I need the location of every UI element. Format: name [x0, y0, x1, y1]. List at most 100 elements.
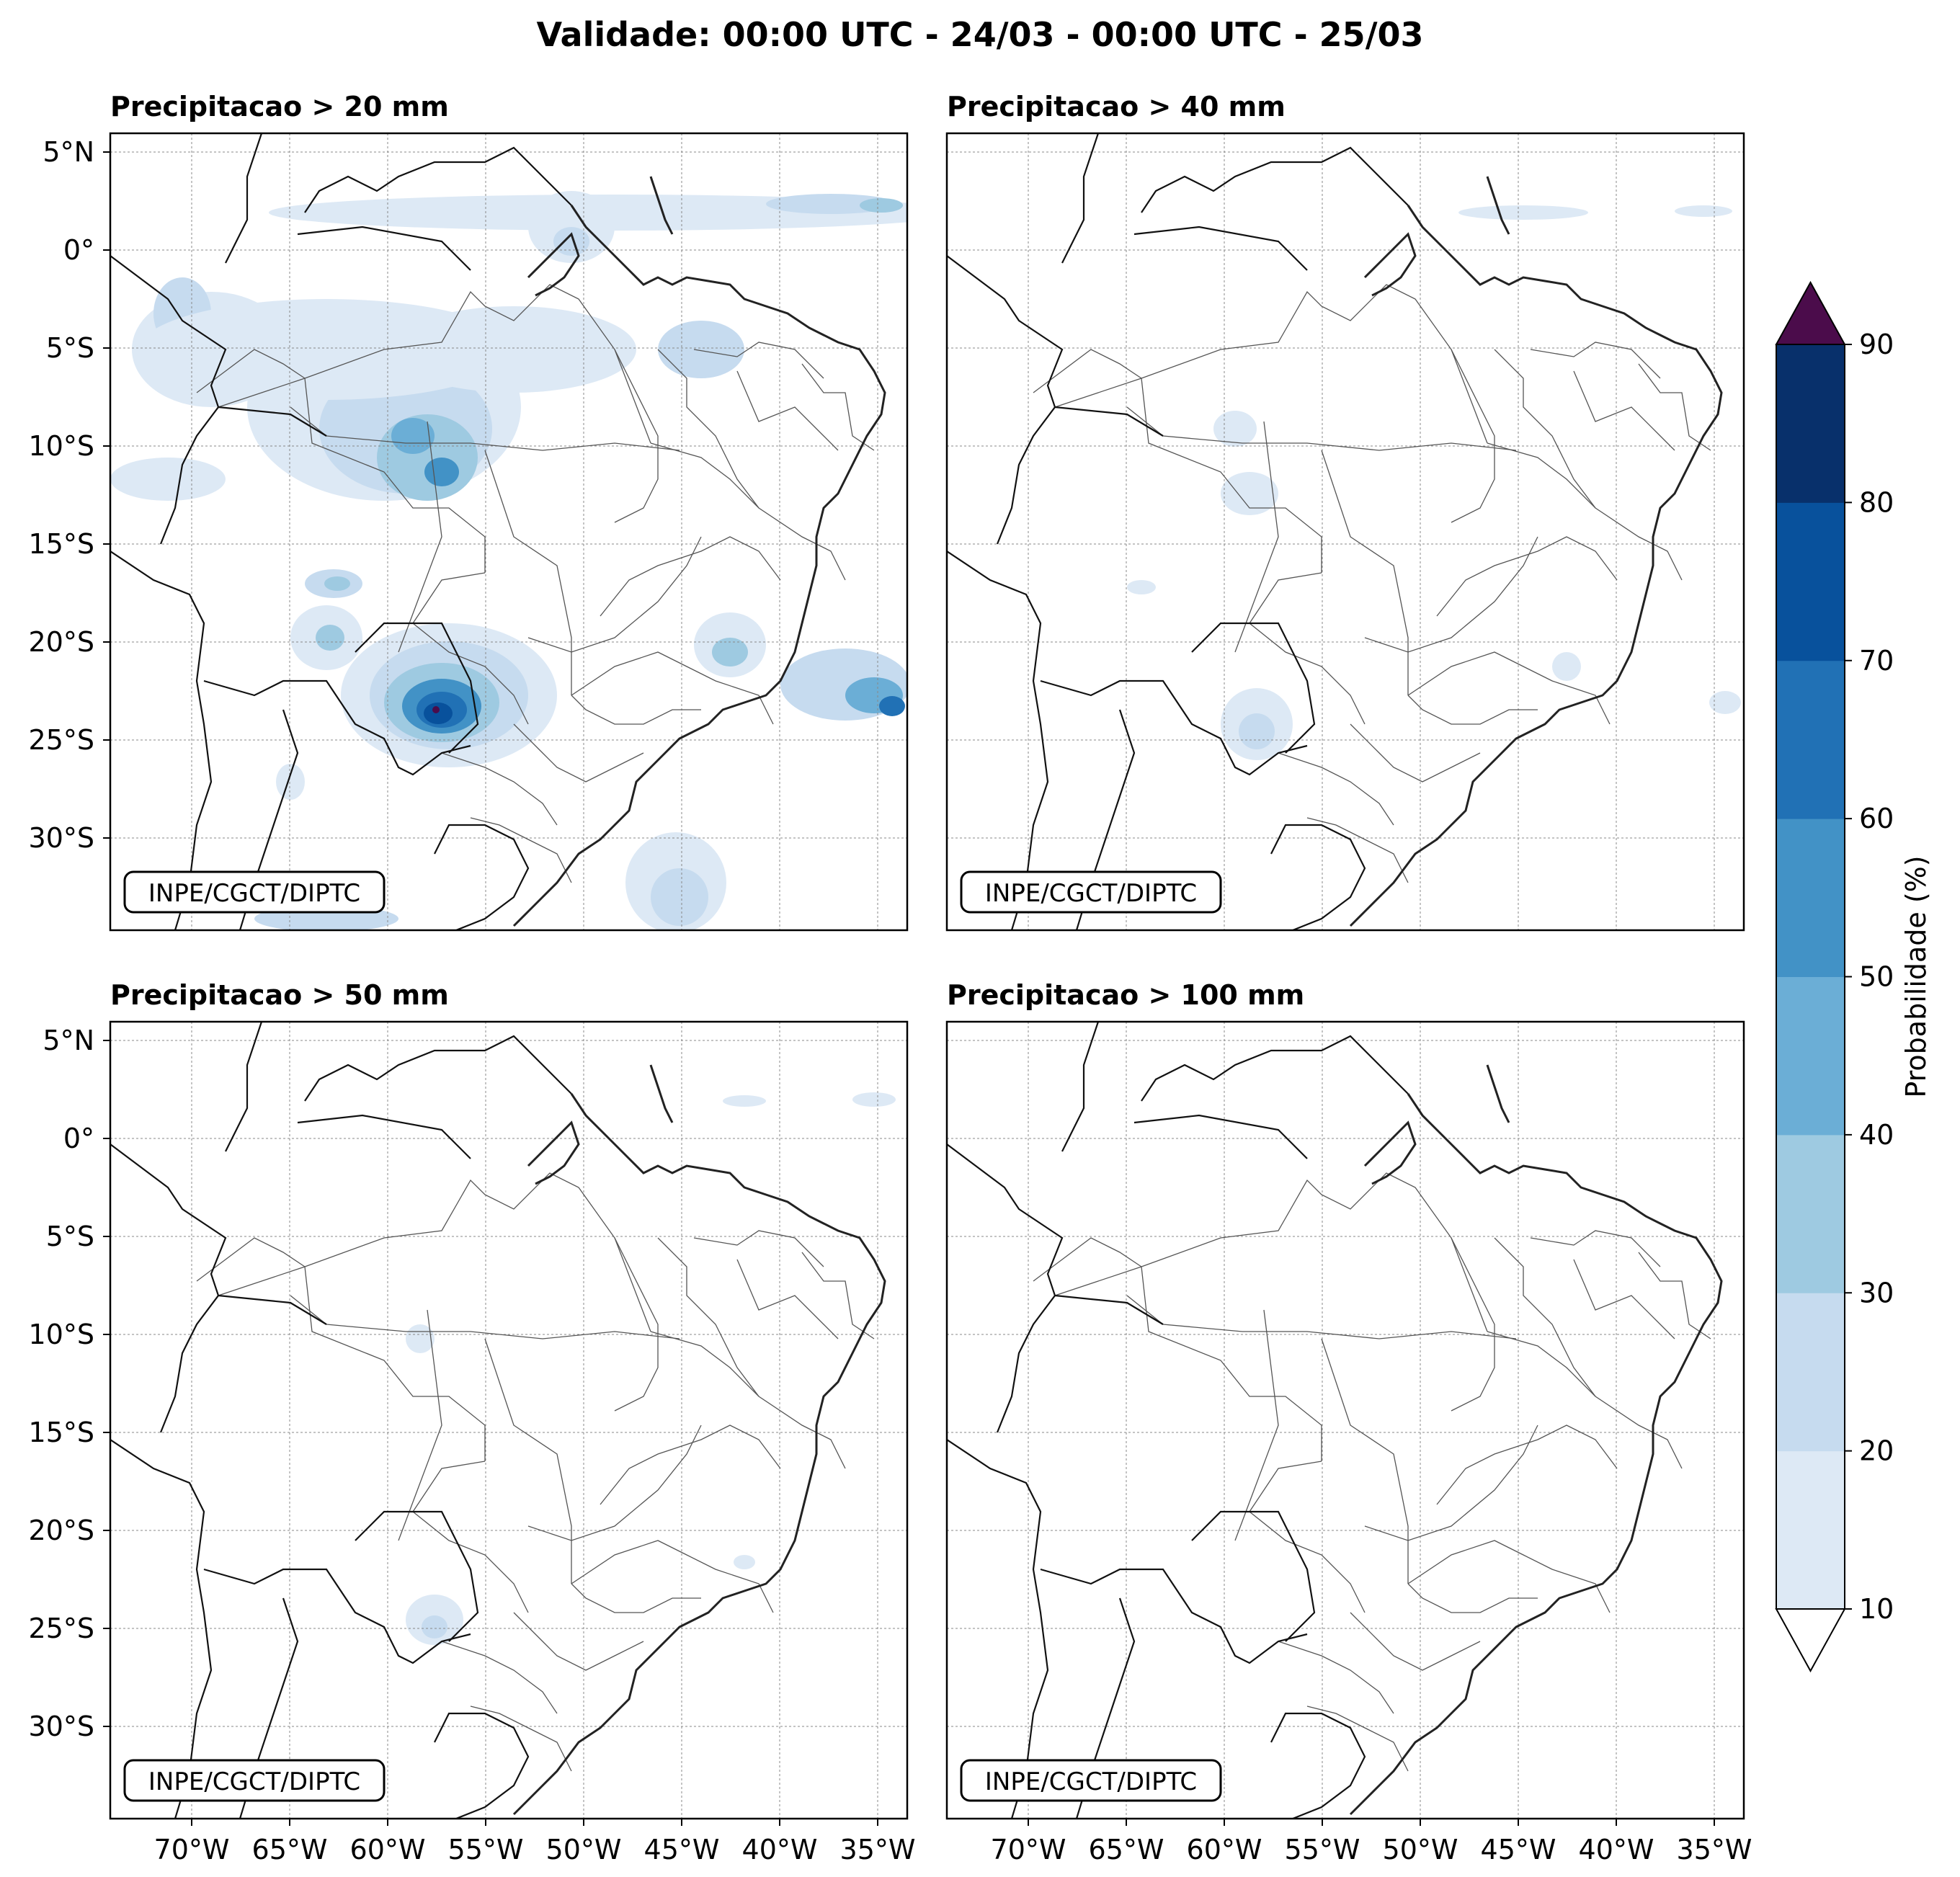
credit-label: INPE/CGCT/DIPTC	[148, 879, 360, 908]
lon-label: 40°W	[742, 1834, 818, 1865]
probability-shading	[553, 227, 589, 256]
lon-label: 60°W	[350, 1834, 426, 1865]
map-panel: Precipitacao > 20 mm	[29, 91, 909, 932]
credit-frame	[123, 1759, 386, 1802]
lon-label: 45°W	[644, 1834, 720, 1865]
probability-shading	[734, 1555, 755, 1569]
colorbar-under-arrow	[1775, 1608, 1846, 1673]
map-area	[110, 133, 907, 930]
lon-label: 70°W	[154, 1834, 230, 1865]
lon-label: 70°W	[991, 1834, 1066, 1865]
probability-shading	[651, 868, 708, 926]
lat-label: 15°S	[29, 1417, 94, 1448]
lat-label: 30°S	[29, 822, 94, 854]
colorbar-tick-label: 20	[1859, 1435, 1894, 1467]
country-borders	[110, 1022, 572, 1819]
credit-frame	[960, 870, 1222, 914]
probability-shading	[1458, 205, 1588, 220]
lat-label: 10°S	[29, 1319, 94, 1350]
map-panel: Precipitacao > 50 mm	[29, 979, 916, 1865]
panel-title: Precipitacao > 40 mm	[947, 91, 1286, 122]
country-borders	[947, 133, 1409, 930]
probability-shading	[852, 1092, 896, 1107]
colorbar-segment	[1776, 1134, 1845, 1293]
figure-title: Validade: 00:00 UTC - 24/03 - 00:00 UTC …	[536, 15, 1423, 54]
lat-label: 25°S	[29, 1613, 94, 1644]
probability-shading	[658, 321, 744, 378]
probability-shading	[276, 764, 305, 800]
probability-shading	[1552, 652, 1581, 681]
lat-label: 0°	[63, 1123, 94, 1154]
colorbar-segment	[1776, 502, 1845, 661]
colorbar-segment	[1776, 976, 1845, 1136]
probability-shading	[1221, 472, 1278, 515]
coastline	[1349, 176, 1723, 927]
probability-shading	[391, 306, 636, 393]
lon-label: 35°W	[1677, 1834, 1752, 1865]
probability-shading	[324, 576, 350, 591]
credit-frame	[123, 870, 386, 914]
probability-shading	[391, 418, 435, 454]
lat-label: 20°S	[29, 1515, 94, 1546]
lon-label: 60°W	[1187, 1834, 1262, 1865]
lon-label: 45°W	[1481, 1834, 1556, 1865]
lat-label: 15°S	[29, 528, 94, 560]
colorbar-segment	[1776, 660, 1845, 819]
colorbar: 10 20 30 40 50 60 70 80 90 Probabilidade (%)	[1775, 280, 1932, 1673]
credit-label: INPE/CGCT/DIPTC	[148, 1767, 360, 1796]
lat-label: 5°S	[46, 1221, 94, 1252]
lat-label: 20°S	[29, 626, 94, 658]
credit-box: INPE/CGCT/DIPTC	[960, 1759, 1222, 1802]
lat-label: 0°	[63, 234, 94, 266]
lat-label: 5°S	[46, 332, 94, 364]
colorbar-segment	[1776, 1293, 1845, 1452]
lon-label: 50°W	[546, 1834, 622, 1865]
panel-frame	[945, 132, 1745, 932]
brazil-state-borders	[1033, 284, 1711, 883]
country-borders	[947, 1022, 1409, 1819]
colorbar-tick-label: 60	[1859, 803, 1894, 834]
probability-shading	[424, 703, 453, 724]
lon-label: 55°W	[448, 1834, 524, 1865]
colorbar-tick-label: 40	[1859, 1119, 1894, 1151]
map-basemap	[947, 1022, 1723, 1819]
probability-shading	[1239, 713, 1275, 749]
colorbar-over-arrow	[1775, 280, 1846, 345]
probability-shading	[1709, 691, 1741, 714]
credit-box: INPE/CGCT/DIPTC	[123, 1759, 386, 1802]
lat-label: 5°N	[43, 1025, 94, 1056]
probability-shading	[1127, 580, 1156, 594]
lon-label: 55°W	[1285, 1834, 1360, 1865]
credit-label: INPE/CGCT/DIPTC	[985, 879, 1197, 908]
probability-shading	[1675, 205, 1732, 217]
panel-frame	[109, 1020, 909, 1820]
country-borders	[110, 133, 572, 930]
lon-label: 65°W	[1089, 1834, 1164, 1865]
probability-shading	[110, 458, 226, 501]
colorbar-label: Probabilidade (%)	[1900, 855, 1932, 1097]
probability-shading	[723, 1095, 766, 1107]
probability-shading	[422, 1615, 447, 1639]
map-basemap	[110, 1022, 886, 1819]
probability-shading	[712, 638, 748, 666]
credit-frame	[960, 1759, 1222, 1802]
map-panel: Precipitacao > 40 mm	[945, 91, 1745, 932]
colorbar-tick-label: 30	[1859, 1277, 1894, 1308]
lon-label: 35°W	[840, 1834, 916, 1865]
panel-frame	[109, 132, 909, 932]
credit-label: INPE/CGCT/DIPTC	[985, 1767, 1197, 1796]
lon-label: 50°W	[1383, 1834, 1458, 1865]
map-basemap	[947, 133, 1723, 930]
probability-shading	[860, 198, 903, 213]
map-area	[110, 1022, 907, 1819]
coastline	[512, 176, 886, 927]
map-area	[947, 1022, 1744, 1819]
panel-title: Precipitacao > 50 mm	[110, 979, 449, 1011]
colorbar-tick-label: 50	[1859, 961, 1894, 993]
probability-shading	[424, 458, 459, 486]
lon-label: 40°W	[1579, 1834, 1654, 1865]
map-basemap	[110, 133, 886, 930]
probability-shading	[316, 625, 344, 651]
map-area	[947, 133, 1744, 930]
